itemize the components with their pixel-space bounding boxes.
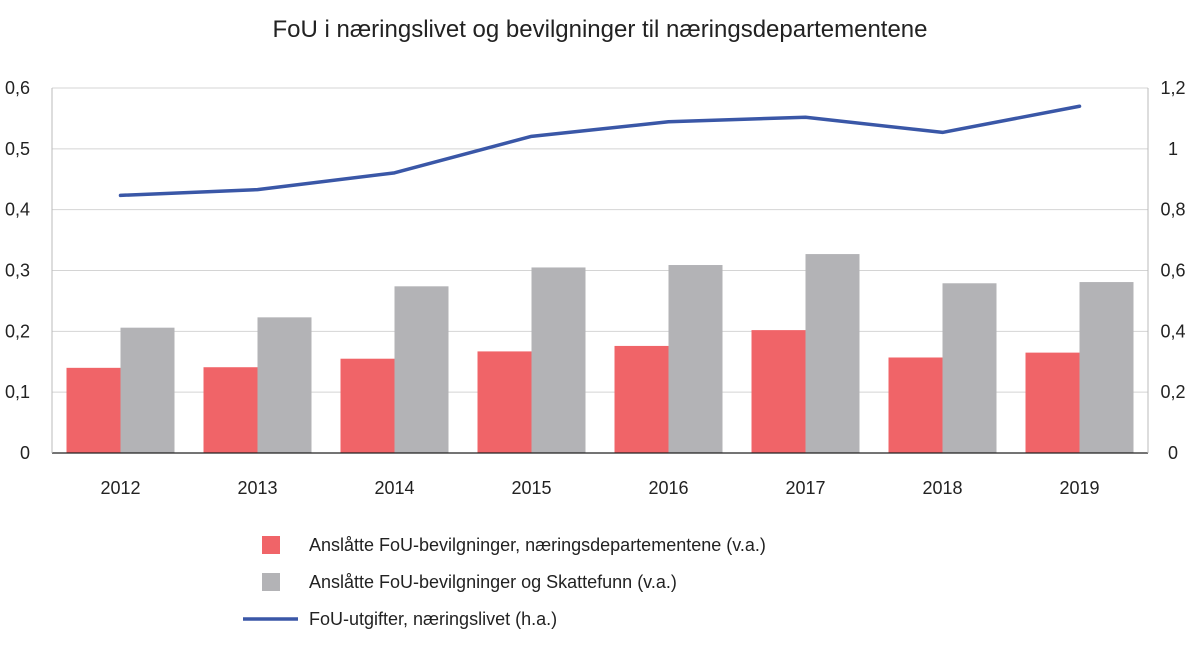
legend-swatch [262, 536, 280, 554]
bar-series-1 [1025, 352, 1080, 453]
bar-series-1 [340, 358, 395, 453]
y-left-tick-label: 0 [20, 443, 30, 463]
legend-swatch [262, 573, 280, 591]
y-right-tick-label: 1 [1168, 139, 1178, 159]
y-right-tick-label: 1,2 [1160, 78, 1185, 98]
bar-series-1 [203, 367, 258, 453]
bar-series-1 [477, 351, 532, 453]
legend: Anslåtte FoU-bevilgninger, næringsdepart… [243, 535, 766, 629]
y-right-tick-label: 0,2 [1160, 382, 1185, 402]
y-left-tick-label: 0,4 [5, 200, 30, 220]
bar-series-2 [668, 265, 723, 453]
y-left-tick-label: 0,5 [5, 139, 30, 159]
bar-series-1 [888, 357, 943, 453]
x-tick-label: 2017 [785, 478, 825, 498]
y-right-tick-label: 0,8 [1160, 200, 1185, 220]
line-series [118, 104, 1082, 198]
x-tick-label: 2018 [922, 478, 962, 498]
legend-label: Anslåtte FoU-bevilgninger og Skattefunn … [309, 572, 677, 592]
bar-series-1 [66, 367, 121, 453]
x-tick-label: 2016 [648, 478, 688, 498]
y-left-tick-label: 0,2 [5, 321, 30, 341]
bars [66, 254, 1134, 453]
y-left-tick-label: 0,3 [5, 261, 30, 281]
bar-series-2 [942, 283, 997, 453]
x-tick-label: 2014 [374, 478, 414, 498]
chart-title: FoU i næringslivet og bevilgninger til n… [272, 16, 927, 43]
legend-label: FoU-utgifter, næringslivet (h.a.) [309, 609, 557, 629]
x-tick-label: 2019 [1059, 478, 1099, 498]
bar-series-2 [805, 254, 860, 453]
x-tick-label: 2013 [237, 478, 277, 498]
y-right-tick-label: 0 [1168, 443, 1178, 463]
legend-label: Anslåtte FoU-bevilgninger, næringsdepart… [309, 535, 766, 555]
bar-series-1 [751, 330, 806, 453]
bar-series-2 [531, 267, 586, 453]
axes: 0 0,1 0,2 0,3 0,4 0,5 0,6 0 0,2 0,4 0,6 0,8 1 1,2 2012… [5, 78, 1186, 498]
x-tick-label: 2012 [100, 478, 140, 498]
line-series-path [118, 104, 1082, 198]
bar-series-2 [394, 286, 449, 453]
bar-series-1 [614, 345, 669, 453]
y-right-tick-label: 0,6 [1160, 261, 1185, 281]
bar-series-2 [120, 327, 175, 453]
y-left-tick-label: 0,6 [5, 78, 30, 98]
x-tick-label: 2015 [511, 478, 551, 498]
bar-series-2 [1079, 282, 1134, 453]
y-left-tick-label: 0,1 [5, 382, 30, 402]
bar-series-2 [257, 317, 312, 453]
y-right-tick-label: 0,4 [1160, 321, 1185, 341]
